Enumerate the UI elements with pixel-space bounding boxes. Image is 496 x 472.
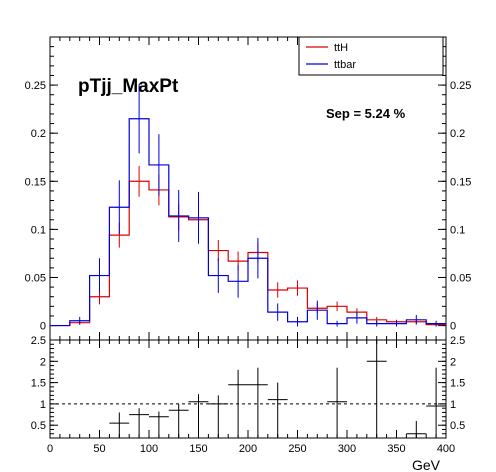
ratio-x-axis: 0 50 100 150 200 250 300 350 400 <box>47 340 455 455</box>
top-y-tick-label-right: 0 <box>450 321 456 333</box>
separation-annotation: Sep = 5.24 % <box>326 106 406 121</box>
top-y-tick-label-right: 0.15 <box>450 176 471 188</box>
ratio-x-tick-label: 150 <box>189 443 207 455</box>
legend: ttH ttbar <box>298 36 444 76</box>
ratio-x-tick-label: 100 <box>140 443 158 455</box>
ratio-y-tick-label-right: 1.5 <box>450 378 465 390</box>
ratio-x-tick-label: 250 <box>288 443 306 455</box>
top-y-tick-label-right: 0.1 <box>450 224 465 236</box>
ratio-y-tick-label-right: 1 <box>450 399 456 411</box>
ratio-y-tick-label-right: 2.5 <box>450 335 465 347</box>
top-y-tick-label-right: 0.25 <box>450 80 471 92</box>
ratio-x-tick-label: 200 <box>239 443 257 455</box>
top-y-tick-label-left: 0 <box>40 321 46 333</box>
histogram-line-ttbar <box>50 118 446 327</box>
top-y-tick-label-right: 0.05 <box>450 272 471 284</box>
legend-box <box>298 36 444 76</box>
ratio-x-tick-label: 300 <box>338 443 356 455</box>
x-axis-label: GeV <box>412 457 441 472</box>
ratio-x-tick-label: 400 <box>437 443 455 455</box>
top-series-group <box>50 84 446 327</box>
ratio-y-tick-label-left: 1.5 <box>31 378 46 390</box>
top-y-tick-label-left: 0.05 <box>25 272 46 284</box>
ratio-y-tick-label-left: 1 <box>40 399 46 411</box>
ratio-points-group <box>109 340 446 438</box>
chart-title: pTjj_MaxPt <box>78 76 179 97</box>
ratio-y-tick-label-left: 2 <box>40 356 46 368</box>
ratio-y-tick-label-left: 0.5 <box>31 420 46 432</box>
top-y-tick-label-left: 0.1 <box>31 224 46 236</box>
top-y-tick-label-left: 0.25 <box>25 80 46 92</box>
top-y-axis: 0 0 0.05 0.05 0.1 0.1 0.15 0.15 0.2 0.2 0.25 0.25 <box>25 46 471 333</box>
ratio-y-tick-label-right: 0.5 <box>450 420 465 432</box>
ratio-x-tick-label: 50 <box>93 443 105 455</box>
top-y-tick-label-left: 0.15 <box>25 176 46 188</box>
top-y-tick-label-right: 0.2 <box>450 128 465 140</box>
ratio-x-tick-label: 0 <box>47 443 53 455</box>
legend-label-tth: ttH <box>334 42 348 54</box>
ratio-x-tick-label: 350 <box>387 443 405 455</box>
legend-label-ttbar: ttbar <box>334 59 356 71</box>
ratio-y-tick-label-left: 2.5 <box>31 335 46 347</box>
ratio-y-tick-label-right: 2 <box>450 356 456 368</box>
top-y-tick-label-left: 0.2 <box>31 128 46 140</box>
